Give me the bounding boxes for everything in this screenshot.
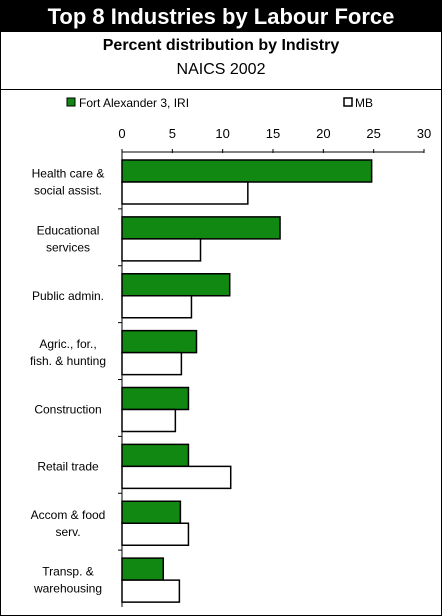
category-label: Agric., for., — [39, 337, 96, 351]
legend-swatch-series-2 — [343, 97, 353, 107]
x-tick-label: 30 — [417, 126, 431, 141]
category-label: Construction — [34, 403, 101, 417]
x-tick-label: 10 — [215, 126, 229, 141]
bar-series-1 — [121, 443, 190, 468]
category-label: warehousing — [33, 582, 102, 596]
category-label: fish. & hunting — [30, 354, 106, 368]
legend-label-series-2: MB — [355, 96, 373, 110]
legend-label-series-1: Fort Alexander 3, IRI — [79, 96, 189, 110]
category-label: Retail trade — [37, 459, 99, 473]
bar-series-2 — [121, 295, 193, 319]
bar-series-2 — [121, 351, 183, 376]
x-tick-label: 20 — [316, 126, 330, 141]
bar-series-1 — [121, 386, 190, 411]
chart-subtitle: Percent distribution by Indistry — [102, 37, 340, 54]
category-label: social assist. — [34, 184, 102, 198]
legend-swatch-series-1 — [66, 97, 76, 107]
x-tick-label: 15 — [266, 126, 280, 141]
bar-series-2 — [121, 408, 177, 433]
category-label: serv. — [55, 525, 80, 539]
category-label: Transp. & — [42, 565, 94, 579]
bar-series-2 — [121, 465, 232, 490]
bar-series-1 — [121, 500, 182, 524]
chart-title: Top 8 Industries by Labour Force — [1, 1, 441, 32]
category-label: Public admin. — [32, 289, 104, 303]
bar-series-2 — [121, 238, 202, 262]
category-label: Accom & food — [31, 508, 106, 522]
bar-series-1 — [121, 216, 281, 240]
header-separator — [1, 89, 441, 90]
bar-series-2 — [121, 181, 249, 205]
bar-series-2 — [121, 522, 190, 546]
bar-series-1 — [121, 159, 373, 183]
x-tick-label: 5 — [169, 126, 176, 141]
chart-classification: NAICS 2002 — [176, 61, 266, 78]
bar-series-2 — [121, 579, 181, 603]
bar-series-1 — [121, 557, 165, 581]
bar-series-1 — [121, 329, 198, 354]
bar-series-1 — [121, 273, 231, 297]
category-label: services — [46, 240, 90, 254]
x-tick-label: 25 — [366, 126, 380, 141]
x-tick-label: 0 — [118, 126, 125, 141]
category-label: Educational — [37, 223, 100, 237]
category-label: Health care & — [32, 167, 105, 181]
